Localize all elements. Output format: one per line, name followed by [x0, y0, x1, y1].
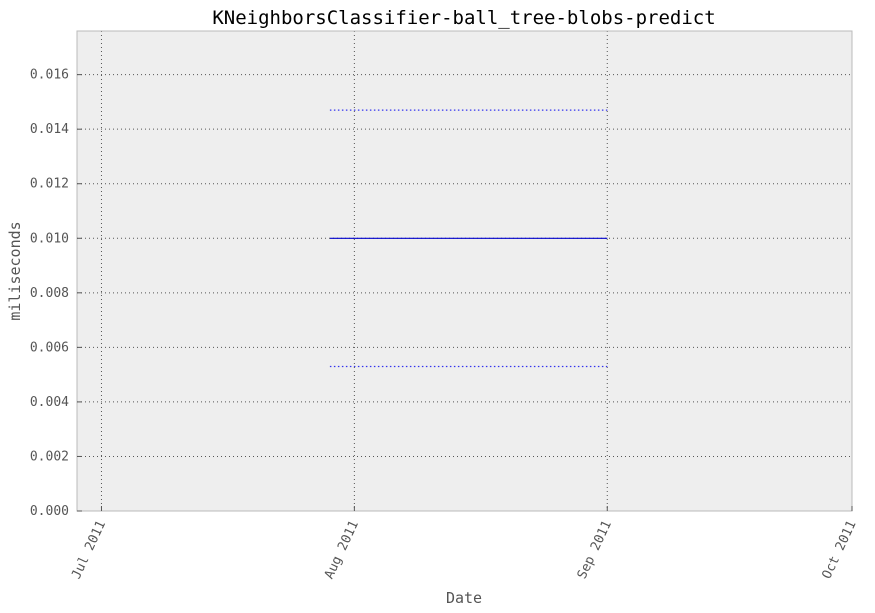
x-tick-label: Oct 2011	[820, 518, 860, 581]
y-tick-label: 0.012	[30, 177, 69, 192]
plot-area	[77, 31, 852, 511]
y-tick-label: 0.004	[30, 395, 69, 410]
x-tick-label: Sep 2011	[575, 518, 615, 581]
x-tick-label: Aug 2011	[322, 518, 362, 581]
y-tick-label: 0.000	[30, 504, 69, 519]
chart-title: KNeighborsClassifier-ball_tree-blobs-pre…	[212, 7, 715, 29]
x-axis: Jul 2011 Aug 2011 Sep 2011 Oct 2011	[69, 506, 860, 581]
y-tick-label: 0.002	[30, 449, 69, 464]
x-tick-label: Jul 2011	[69, 518, 109, 581]
y-tick-label: 0.016	[30, 68, 69, 83]
series-layer	[329, 109, 608, 368]
y-axis: 0.000 0.002 0.004 0.006 0.008 0.010 0.012 0.014…	[30, 68, 82, 519]
y-tick-label: 0.014	[30, 122, 69, 137]
y-tick-label: 0.010	[30, 231, 69, 246]
x-axis-label: Date	[446, 589, 482, 607]
plot-frame	[76, 30, 853, 512]
y-tick-label: 0.008	[30, 286, 69, 301]
y-tick-label: 0.006	[30, 340, 69, 355]
y-axis-label: miliseconds	[6, 221, 24, 320]
